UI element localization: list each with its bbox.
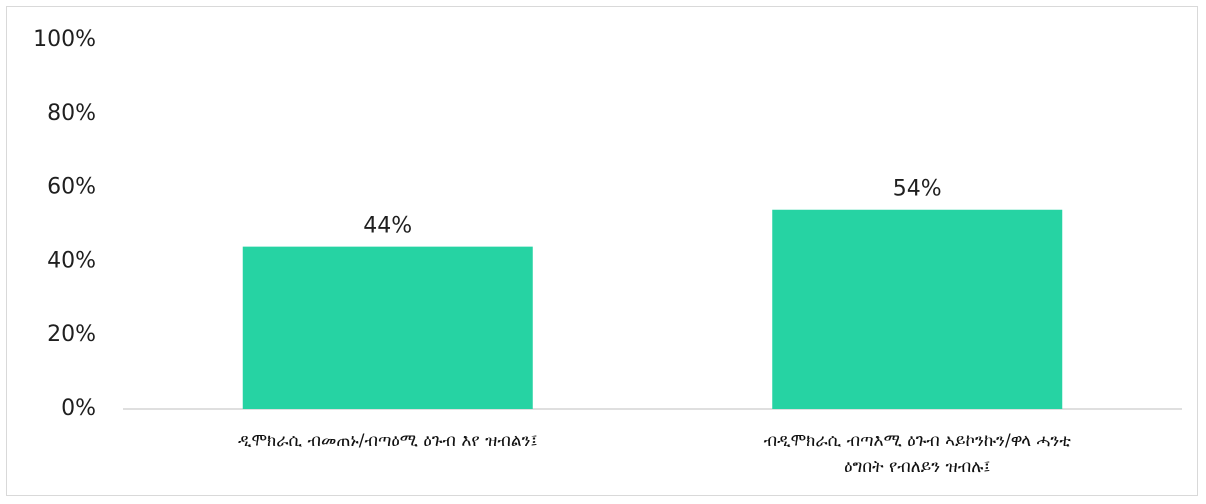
category-label: ዲሞክራሲ ብመጠኑ/ብጣዕሚ ዕጉብ እየ ዝብልን፤ [238,431,537,451]
y-tick-label: 0% [61,396,96,421]
y-axis-ticks: 0% 20% 40% 60% 80% 100% [33,27,96,421]
bars [242,209,1063,409]
y-tick-label: 20% [47,322,96,347]
data-label: 54% [893,177,942,202]
data-labels: 44% 54% [363,177,941,239]
y-tick-label: 80% [47,101,96,126]
category-label: ብዲሞክራሲ ብጣእሚ ዕጉብ ኣይኮንኩን/ዋላ ሓንቲ [764,431,1072,451]
bar [772,209,1063,409]
y-tick-label: 100% [33,27,96,52]
y-tick-label: 60% [47,175,96,200]
bar [242,246,533,409]
category-labels: ዲሞክራሲ ብመጠኑ/ብጣዕሚ ዕጉብ እየ ዝብልን፤ ብዲሞክራሲ ብጣእሚ … [238,431,1071,477]
y-tick-label: 40% [47,248,96,273]
data-label: 44% [363,214,412,239]
category-label: ዕግበት የብለይን ዝብሉ፤ [844,457,990,477]
